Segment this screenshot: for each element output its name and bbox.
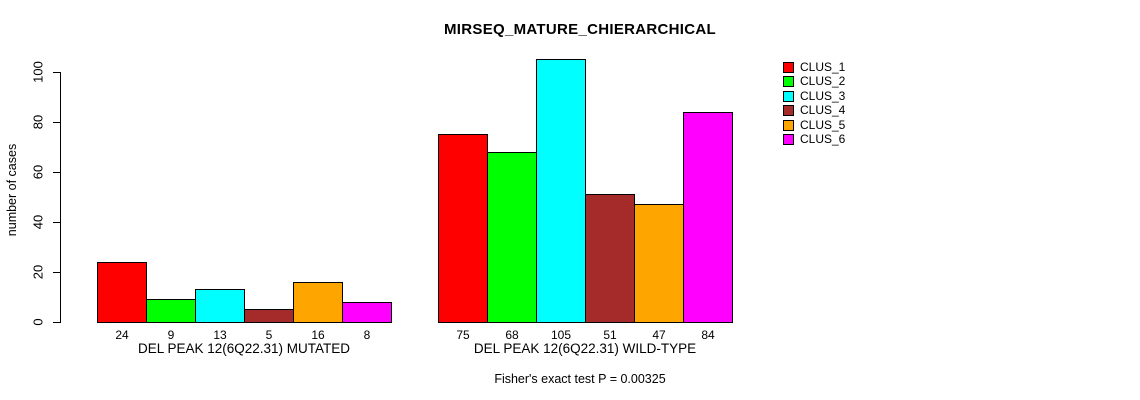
legend-swatch-clus_6: [783, 134, 794, 145]
x-category-label: DEL PEAK 12(6Q22.31) MUTATED: [137, 341, 351, 356]
x-category-label: DEL PEAK 12(6Q22.31) WILD-TYPE: [473, 341, 697, 356]
y-tick-mark: [53, 222, 60, 223]
y-tick-mark: [53, 172, 60, 173]
bar-clus_3-wildtype: [536, 59, 586, 323]
bar-clus_6-wildtype: [683, 112, 733, 323]
y-tick-label: 100: [30, 61, 46, 83]
y-tick-label: 0: [30, 318, 46, 326]
y-tick-label: 40: [30, 214, 46, 230]
legend-swatch-clus_4: [783, 105, 794, 117]
legend-swatch-clus_5: [783, 119, 794, 131]
bar-value-label: 68: [505, 328, 519, 342]
legend-label-clus_5: CLUS_5: [800, 117, 846, 132]
bar-value-label: 13: [213, 328, 227, 342]
legend-label-clus_2: CLUS_2: [800, 74, 846, 89]
bar-clus_2-mutated: [146, 299, 196, 323]
bar-value-label: 5: [265, 328, 273, 342]
y-tick-mark: [53, 72, 60, 73]
bar-value-label: 16: [311, 328, 325, 342]
bar-value-label: 105: [550, 328, 572, 342]
bar-value-label: 84: [701, 328, 715, 342]
y-tick-label: 20: [30, 264, 46, 280]
fisher-test-annotation: Fisher's exact test P = 0.00325: [494, 372, 666, 386]
bar-value-label: 9: [167, 328, 175, 342]
y-tick-mark: [53, 322, 60, 323]
legend-label-clus_1: CLUS_1: [800, 60, 846, 74]
legend-label-clus_4: CLUS_4: [800, 103, 846, 118]
y-tick-mark: [53, 272, 60, 273]
y-tick-label: 60: [30, 164, 46, 180]
legend-swatch-clus_3: [783, 90, 794, 102]
y-tick-label: 80: [30, 114, 46, 130]
bar-clus_2-wildtype: [487, 152, 537, 323]
bar-value-label: 47: [652, 328, 666, 342]
y-tick-mark: [53, 122, 60, 123]
bar-value-label: 51: [603, 328, 617, 342]
legend-label-clus_3: CLUS_3: [800, 88, 846, 103]
bar-clus_1-wildtype: [438, 134, 488, 323]
bar-value-label: 24: [115, 328, 129, 342]
bar-clus_1-mutated: [97, 262, 147, 323]
bar-clus_3-mutated: [195, 289, 245, 323]
y-axis-label: number of cases: [5, 143, 19, 237]
bar-clus_6-mutated: [342, 302, 392, 323]
legend-label-clus_6: CLUS_6: [800, 132, 846, 146]
legend-swatch-clus_2: [783, 76, 794, 88]
bar-clus_5-wildtype: [634, 204, 684, 323]
bar-clus_5-mutated: [293, 282, 343, 323]
bar-value-label: 75: [456, 328, 470, 342]
bar-clus_4-wildtype: [585, 194, 635, 323]
bar-value-label: 8: [363, 328, 371, 342]
legend-swatch-clus_1: [783, 62, 794, 73]
y-axis-line: [60, 72, 61, 323]
chart-title: MIRSEQ_MATURE_CHIERARCHICAL: [444, 21, 716, 38]
bar-clus_4-mutated: [244, 309, 294, 323]
